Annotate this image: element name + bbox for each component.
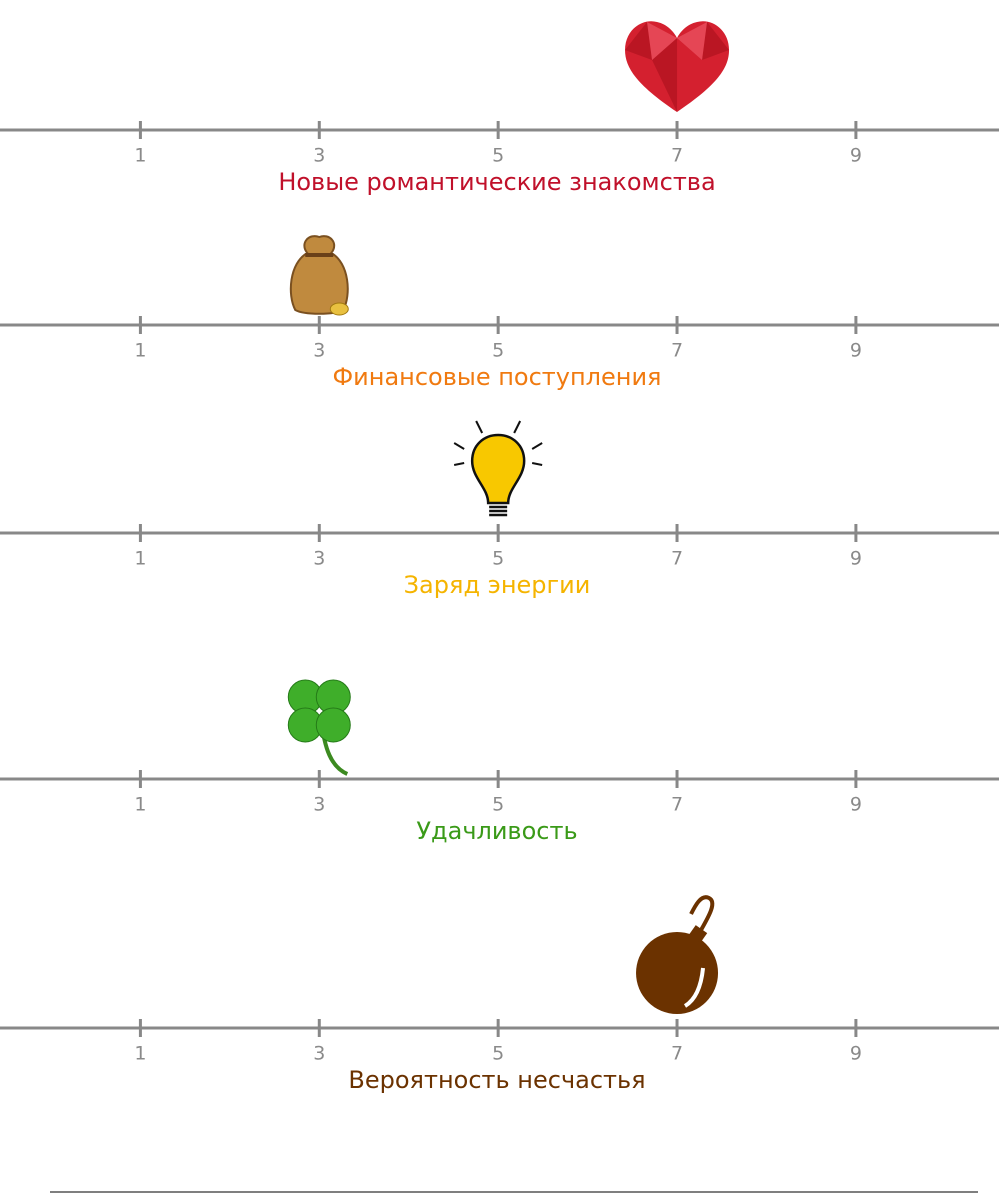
- bulb-ray: [531, 462, 543, 466]
- tick-label: 1: [134, 340, 146, 362]
- tick-label: 5: [492, 1043, 504, 1065]
- tick-label: 1: [134, 1043, 146, 1065]
- scale-title: Вероятность несчастья: [348, 1066, 645, 1094]
- bomb-fuse: [689, 895, 715, 931]
- scale-title: Новые романтические знакомства: [278, 168, 715, 196]
- tick-label: 7: [671, 794, 683, 816]
- bomb-shine: [683, 967, 706, 1008]
- tick-label: 9: [850, 548, 862, 570]
- coins: [329, 302, 349, 316]
- tick-label: 7: [671, 145, 683, 167]
- bulb-ray: [453, 462, 465, 466]
- bulb-ray: [475, 420, 484, 434]
- bulb-ray: [513, 420, 522, 434]
- marker-icon: [287, 679, 351, 776]
- tick-label: 7: [671, 340, 683, 362]
- tick-label: 1: [134, 794, 146, 816]
- bulb-glass: [470, 433, 526, 505]
- tick-label: 1: [134, 548, 146, 570]
- scale-title: Удачливость: [416, 817, 577, 845]
- tick-label: 9: [850, 794, 862, 816]
- bulb-ray: [453, 442, 465, 450]
- tick-label: 1: [134, 145, 146, 167]
- tick-label: 7: [671, 1043, 683, 1065]
- tick-label: 7: [671, 548, 683, 570]
- tick-label: 3: [313, 548, 325, 570]
- tick-label: 9: [850, 1043, 862, 1065]
- tick-label: 9: [850, 145, 862, 167]
- bulb-ray: [531, 442, 543, 450]
- tick-label: 9: [850, 340, 862, 362]
- scale-title: Финансовые поступления: [333, 363, 662, 391]
- tick-label: 5: [492, 340, 504, 362]
- clover-leaf: [315, 707, 351, 743]
- marker-icon: [453, 420, 543, 517]
- bomb-body: [636, 932, 719, 1014]
- tick-label: 3: [313, 145, 325, 167]
- tick-label: 3: [313, 340, 325, 362]
- heart-facet: [647, 22, 708, 60]
- marker-icon: [289, 235, 349, 316]
- tick-label: 3: [313, 1043, 325, 1065]
- marker-icon: [625, 21, 730, 112]
- bag-shape: [289, 235, 349, 315]
- tick-label: 5: [492, 794, 504, 816]
- tick-label: 5: [492, 145, 504, 167]
- scale-title: Заряд энергии: [404, 571, 591, 599]
- tick-label: 3: [313, 794, 325, 816]
- tick-label: 5: [492, 548, 504, 570]
- marker-icon: [636, 895, 719, 1014]
- heart-facet: [625, 22, 730, 112]
- bomb-cap: [688, 925, 708, 943]
